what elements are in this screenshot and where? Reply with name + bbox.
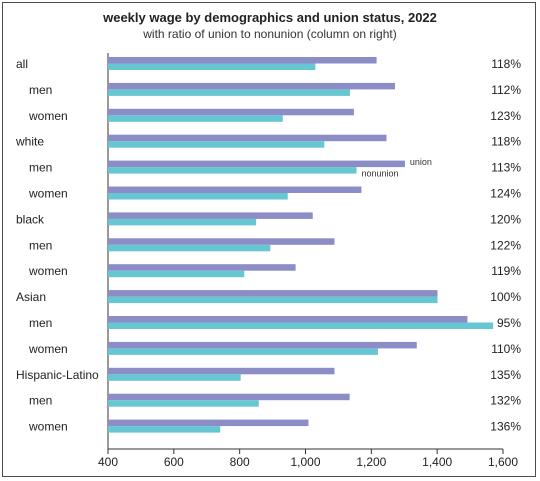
- chart-subtitle: with ratio of union to nonunion (column …: [143, 27, 397, 41]
- x-tick-label: 400: [98, 455, 118, 469]
- bar-nonunion: [108, 141, 325, 148]
- bar-nonunion: [108, 89, 350, 96]
- bar-union: [108, 82, 396, 90]
- bar-nonunion: [108, 296, 438, 304]
- category-label: men: [29, 316, 52, 330]
- bar-union: [108, 290, 438, 297]
- category-label: women: [28, 342, 68, 356]
- ratio-label: 100%: [490, 290, 521, 304]
- bar-nonunion: [108, 244, 271, 252]
- ratio-label: 119%: [491, 264, 521, 278]
- ratio-label: 113%: [491, 161, 521, 175]
- ratio-label: 135%: [490, 368, 521, 382]
- bar-union: [108, 238, 335, 245]
- category-label: men: [29, 394, 52, 408]
- bar-union: [108, 419, 309, 427]
- category-label: all: [16, 57, 28, 71]
- bar-union: [108, 108, 354, 116]
- bar-union: [108, 160, 405, 168]
- x-tick-label: 1,600: [488, 455, 518, 469]
- category-label: white: [15, 135, 44, 149]
- category-label: women: [28, 420, 68, 434]
- bar-union: [108, 367, 335, 375]
- bar-union: [108, 186, 362, 193]
- x-tick-label: 1,000: [290, 455, 320, 469]
- category-label: men: [29, 83, 52, 97]
- category-label: Asian: [16, 290, 46, 304]
- category-label: men: [29, 238, 52, 252]
- bar-union: [108, 264, 296, 271]
- x-tick-label: 800: [230, 455, 250, 469]
- ratio-label: 136%: [490, 420, 521, 434]
- ratio-label: 118%: [491, 57, 521, 71]
- bar-nonunion: [108, 167, 357, 174]
- ratio-label: 123%: [490, 109, 521, 123]
- legend-label-nonunion: nonunion: [362, 169, 399, 179]
- bar-nonunion: [108, 270, 245, 278]
- ratio-label: 110%: [491, 342, 521, 356]
- chart-title: weekly wage by demographics and union st…: [103, 10, 437, 25]
- bar-nonunion: [108, 374, 241, 381]
- bar-nonunion: [108, 322, 494, 329]
- bar-nonunion: [108, 400, 259, 407]
- bar-nonunion: [108, 115, 283, 122]
- x-tick-label: 600: [164, 455, 184, 469]
- category-label: men: [29, 161, 52, 175]
- bar-union: [108, 316, 468, 323]
- category-label: Hispanic-Latino: [16, 368, 99, 382]
- bar-union: [108, 134, 387, 142]
- category-label: women: [28, 264, 68, 278]
- ratio-label: 95%: [497, 316, 521, 330]
- ratio-label: 112%: [491, 83, 521, 97]
- bar-nonunion: [108, 426, 221, 433]
- bar-nonunion: [108, 218, 257, 226]
- ratio-label: 132%: [490, 394, 521, 408]
- category-label: black: [16, 212, 45, 226]
- bar-nonunion: [108, 348, 378, 355]
- bar-union: [108, 212, 313, 219]
- ratio-label: 118%: [491, 135, 521, 149]
- x-tick-label: 1,200: [356, 455, 386, 469]
- category-label: women: [28, 109, 68, 123]
- bar-union: [108, 393, 350, 401]
- legend-label-union: union: [410, 157, 432, 167]
- bar-union: [108, 57, 377, 64]
- bar-nonunion: [108, 63, 316, 70]
- ratio-label: 120%: [490, 212, 521, 226]
- x-tick-label: 1,400: [422, 455, 452, 469]
- ratio-label: 122%: [490, 238, 521, 252]
- bar-union: [108, 341, 417, 349]
- ratio-label: 124%: [490, 187, 521, 201]
- category-label: women: [28, 187, 68, 201]
- bar-nonunion: [108, 193, 288, 200]
